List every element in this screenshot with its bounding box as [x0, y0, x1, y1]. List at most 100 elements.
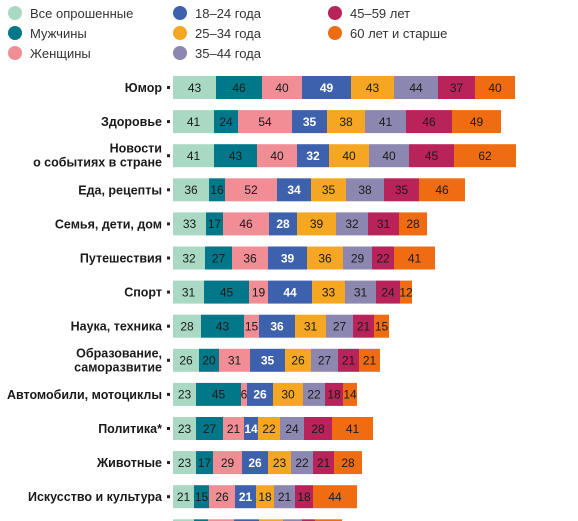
category-label: Искусство и культура — [28, 490, 163, 504]
bar-segment — [204, 280, 249, 304]
bar-segment — [304, 417, 332, 440]
data-label: 46 — [239, 217, 253, 231]
bar-segment — [257, 144, 297, 168]
bar-segment — [258, 417, 280, 440]
bar-segment — [376, 280, 400, 304]
bar-segment — [332, 417, 373, 440]
data-label: 26 — [253, 388, 267, 402]
category-tick — [167, 392, 170, 396]
category-label: Семья, дети, дом — [55, 217, 162, 231]
data-label: 33 — [322, 285, 336, 299]
bar-segment — [372, 246, 394, 270]
bar-segment — [173, 110, 214, 134]
data-label: 23 — [178, 422, 192, 436]
bar-segment — [409, 144, 454, 168]
bar-segment — [369, 144, 409, 168]
category-tick — [167, 120, 170, 124]
bar-segment — [194, 485, 209, 509]
data-label: 32 — [306, 149, 320, 163]
bar-segment — [280, 417, 304, 440]
bar-segment — [269, 212, 297, 236]
category-label: Спорт — [124, 286, 162, 300]
data-label: 43 — [229, 149, 243, 163]
bar-segment — [250, 348, 285, 372]
legend-swatch — [328, 6, 342, 20]
data-label: 21 — [363, 354, 377, 368]
bar-segment — [329, 144, 369, 168]
legend-item: Мужчины — [8, 23, 87, 43]
data-label: 23 — [273, 456, 287, 470]
bar-segment — [297, 212, 336, 236]
data-label: 36 — [318, 251, 332, 265]
data-label: 24 — [381, 285, 395, 299]
bar-segment — [336, 212, 368, 236]
category-tick — [167, 188, 170, 192]
legend-label: 60 лет и старше — [350, 25, 448, 41]
data-label: 35 — [303, 115, 317, 129]
bar-segment — [374, 314, 389, 338]
category-label: Политика* — [98, 422, 162, 436]
legend-item: 18–24 года — [173, 3, 261, 23]
bar-segment — [394, 246, 435, 270]
data-label: 31 — [304, 320, 318, 334]
category-tick — [167, 256, 170, 260]
data-label: 43 — [188, 81, 202, 95]
data-label: 17 — [208, 217, 222, 231]
bar-segment — [196, 382, 241, 406]
data-label: 35 — [395, 183, 409, 197]
data-label: 14 — [343, 388, 357, 402]
bar-segment — [365, 110, 406, 134]
bar-segment — [406, 110, 452, 134]
bar-segment — [452, 110, 501, 134]
data-label: 40 — [342, 149, 356, 163]
category-tick — [167, 86, 170, 89]
bar-segment — [359, 348, 380, 372]
bar-segment — [345, 280, 376, 304]
data-label: 37 — [450, 81, 464, 95]
bar-segment — [302, 519, 315, 521]
category-label: Автомобили, мотоциклы — [7, 388, 162, 402]
data-label: 41 — [408, 251, 422, 265]
data-label: 35 — [322, 183, 336, 197]
data-label: 33 — [183, 217, 197, 231]
bar-segment — [234, 519, 259, 521]
data-label: 31 — [354, 285, 368, 299]
category-tick — [167, 495, 170, 499]
bar-segment — [173, 382, 196, 406]
legend-swatch — [173, 26, 187, 40]
bar-segment — [326, 314, 353, 338]
data-label: 22 — [376, 251, 390, 265]
legend-label: Все опрошенные — [30, 5, 134, 21]
legend-item: 45–59 лет — [328, 3, 410, 23]
data-label: 24 — [285, 422, 299, 436]
legend-swatch — [173, 46, 187, 60]
data-label: 18 — [258, 490, 272, 504]
data-label: 36 — [243, 251, 257, 265]
bar-segment — [173, 246, 205, 270]
data-label: 28 — [180, 320, 194, 334]
data-label: 15 — [375, 320, 389, 334]
bar-segment — [311, 348, 338, 372]
data-label: 21 — [227, 422, 241, 436]
legend-item: Все опрошенные — [8, 3, 133, 23]
bar-segment — [206, 212, 223, 236]
data-label: 26 — [291, 354, 305, 368]
bar-segment — [302, 76, 351, 99]
data-label: 45 — [220, 285, 234, 299]
bar-segment — [216, 76, 262, 99]
data-label: 41 — [187, 115, 201, 129]
data-label: 22 — [262, 422, 276, 436]
bar-segment — [325, 382, 343, 406]
legend-item: Женщины — [8, 43, 91, 63]
chart-legend: Все опрошенные Мужчины Женщины 18–24 года 25… — [0, 0, 578, 66]
bar-segment — [223, 212, 269, 236]
category-tick — [167, 324, 170, 328]
bar-segment — [173, 519, 194, 521]
bar-segment — [274, 485, 295, 509]
bar-segment — [384, 178, 419, 202]
category-label: Новости о событиях в стране — [33, 142, 162, 170]
legend-item: 25–34 года — [173, 23, 261, 43]
category-label: Еда, рецепты — [78, 183, 162, 197]
data-label: 26 — [248, 456, 262, 470]
data-label: 21 — [177, 490, 191, 504]
